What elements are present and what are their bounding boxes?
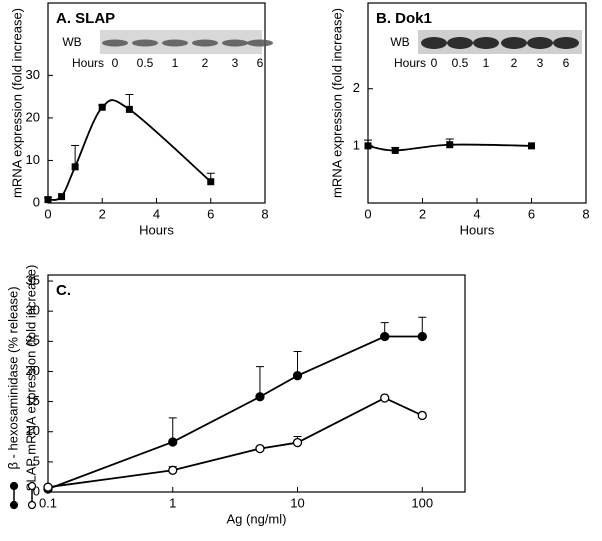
panel-title: C. bbox=[56, 282, 71, 299]
x-tick-label: 10 bbox=[290, 495, 304, 510]
x-tick-label: 0 bbox=[364, 206, 371, 221]
x-tick-label: 8 bbox=[582, 206, 589, 221]
data-point bbox=[292, 371, 303, 381]
data-point bbox=[292, 437, 303, 448]
panel-title: B. Dok1 bbox=[376, 10, 432, 27]
data-point bbox=[380, 331, 390, 342]
blot-band bbox=[102, 39, 128, 47]
data-point bbox=[380, 393, 390, 403]
data-point bbox=[71, 163, 79, 171]
x-axis-label: Ag (ng/ml) bbox=[227, 511, 287, 526]
x-tick-label: 2 bbox=[99, 206, 106, 221]
x-axis-label: Hours bbox=[139, 222, 174, 237]
y-tick-label: 2 bbox=[353, 80, 360, 95]
x-tick-label: 1 bbox=[169, 495, 176, 510]
lane-label: 1 bbox=[172, 56, 179, 70]
y-tick-label: 5 bbox=[33, 453, 40, 468]
data-point bbox=[43, 482, 53, 492]
lane-label: 6 bbox=[257, 56, 264, 70]
legend-label: SLAP mRNA expression (fold increase) bbox=[23, 265, 38, 492]
x-tick-label: 2 bbox=[419, 206, 426, 221]
y-tick-label: 1 bbox=[353, 137, 360, 152]
y-tick-label: 10 bbox=[26, 152, 40, 167]
x-tick-label: 4 bbox=[473, 206, 480, 221]
lane-label: 2 bbox=[202, 56, 209, 70]
data-point bbox=[44, 196, 52, 204]
blot-label: WB bbox=[390, 35, 409, 49]
y-tick-label: 20 bbox=[26, 363, 40, 378]
lane-label: 0.5 bbox=[137, 56, 154, 70]
data-point bbox=[207, 178, 215, 186]
x-tick-label: 100 bbox=[411, 495, 433, 510]
y-axis-label: mRNA expression (fold increase) bbox=[329, 8, 344, 198]
lane-label: 0 bbox=[431, 56, 438, 70]
y-tick-label: 30 bbox=[26, 303, 40, 318]
y-tick-label: 35 bbox=[26, 272, 40, 287]
y-tick-label: 0 bbox=[33, 194, 40, 209]
y-tick-label: 20 bbox=[26, 109, 40, 124]
x-tick-label: 0 bbox=[44, 206, 51, 221]
x-tick-label: 0.1 bbox=[39, 495, 57, 510]
blot-label: WB bbox=[62, 35, 81, 49]
blot-band bbox=[132, 39, 158, 47]
blot-band bbox=[553, 37, 579, 49]
y-tick-label: 15 bbox=[26, 393, 40, 408]
data-point bbox=[417, 331, 427, 342]
data-point bbox=[168, 465, 178, 475]
legend-marker bbox=[27, 481, 37, 491]
blot-band bbox=[501, 37, 527, 49]
series-line bbox=[367, 143, 532, 152]
panel-title: A. SLAP bbox=[56, 10, 115, 27]
blot-band bbox=[162, 39, 188, 47]
error-bar bbox=[71, 145, 80, 167]
lane-label: 3 bbox=[232, 56, 239, 70]
data-point bbox=[168, 437, 178, 447]
lane-label: 3 bbox=[537, 56, 544, 70]
data-point bbox=[255, 443, 265, 454]
y-tick-label: 30 bbox=[26, 67, 40, 82]
x-tick-label: 6 bbox=[528, 206, 535, 221]
legend-marker bbox=[27, 500, 37, 510]
blot-band bbox=[447, 37, 473, 49]
legend-label: β - hexosaminidase (% release) bbox=[5, 286, 20, 469]
legend-marker bbox=[9, 481, 19, 491]
data-point bbox=[528, 142, 535, 150]
blot-band bbox=[421, 37, 447, 49]
y-tick-label: 10 bbox=[26, 423, 40, 438]
y-tick-label: 0 bbox=[33, 483, 40, 498]
series-line bbox=[47, 335, 423, 490]
series-line bbox=[47, 396, 423, 489]
lane-label: 0 bbox=[112, 56, 119, 70]
blot-band bbox=[222, 39, 248, 47]
hours-label: Hours bbox=[394, 56, 426, 70]
data-point bbox=[98, 103, 106, 111]
data-point bbox=[255, 392, 265, 402]
data-point bbox=[391, 146, 399, 154]
x-tick-label: 8 bbox=[261, 206, 268, 221]
data-point bbox=[58, 193, 66, 201]
blot-band bbox=[247, 39, 273, 47]
lane-label: 6 bbox=[563, 56, 570, 70]
data-point bbox=[446, 141, 454, 149]
y-tick-label: 25 bbox=[26, 333, 40, 348]
y-axis-label: mRNA expression (fold increase) bbox=[9, 8, 24, 198]
x-tick-label: 4 bbox=[153, 206, 160, 221]
blot-band bbox=[192, 39, 218, 47]
hours-label: Hours bbox=[72, 56, 104, 70]
x-axis-label: Hours bbox=[460, 222, 495, 237]
blot-band bbox=[473, 37, 499, 49]
x-tick-label: 6 bbox=[207, 206, 214, 221]
data-point bbox=[125, 105, 133, 113]
blot-band bbox=[527, 37, 553, 49]
lane-label: 1 bbox=[483, 56, 490, 70]
data-point bbox=[364, 142, 372, 150]
lane-label: 0.5 bbox=[452, 56, 469, 70]
error-bar bbox=[255, 366, 264, 397]
data-point bbox=[417, 410, 427, 421]
plot-frame bbox=[47, 274, 466, 493]
legend-marker bbox=[9, 500, 19, 510]
series-line bbox=[47, 99, 212, 201]
lane-label: 2 bbox=[511, 56, 518, 70]
